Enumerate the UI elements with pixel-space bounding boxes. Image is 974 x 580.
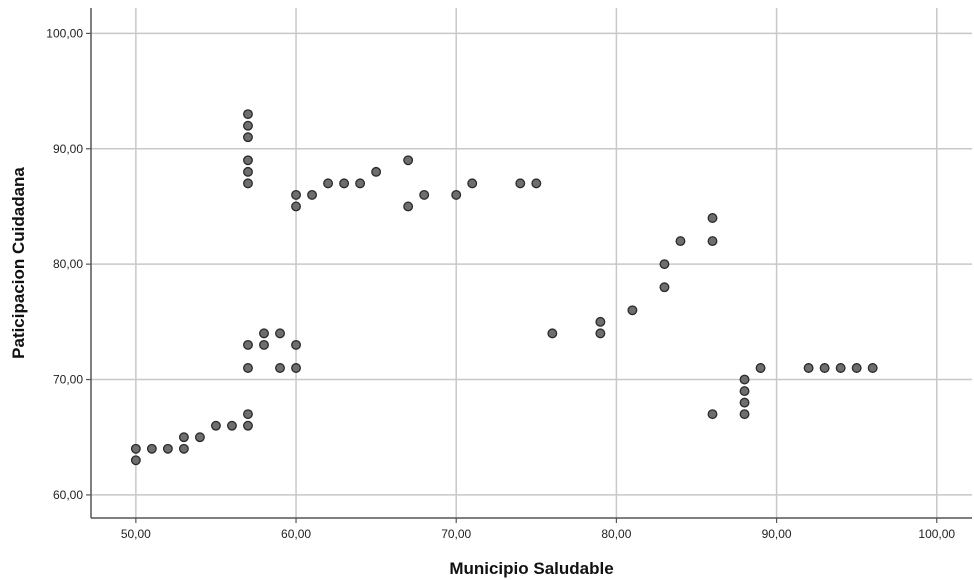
data-point	[275, 328, 285, 339]
x-axis-title: Municipio Saludable	[449, 559, 613, 578]
data-point	[227, 420, 237, 431]
data-point	[595, 316, 606, 327]
data-point	[291, 339, 301, 350]
data-point	[243, 120, 253, 131]
x-tick-label: 100,00	[918, 527, 955, 541]
x-tick-label: 50,00	[121, 527, 151, 541]
data-point	[243, 420, 253, 431]
data-point	[819, 363, 830, 373]
data-point	[178, 443, 189, 454]
data-point	[307, 189, 318, 200]
x-tick-label: 60,00	[281, 527, 311, 541]
y-tick-label: 100,00	[46, 26, 83, 40]
data-point	[130, 443, 141, 454]
data-point	[275, 363, 285, 373]
data-points	[130, 109, 878, 466]
data-point	[178, 432, 189, 443]
data-point	[659, 259, 670, 270]
data-point	[547, 328, 558, 339]
data-point	[707, 236, 718, 247]
data-point	[323, 178, 334, 189]
data-point	[162, 443, 173, 454]
data-point	[835, 363, 846, 373]
x-tick-label: 80,00	[601, 527, 631, 541]
data-point	[467, 178, 478, 189]
data-point	[259, 339, 269, 350]
data-point	[210, 420, 221, 431]
data-point	[403, 201, 414, 212]
data-point	[243, 178, 253, 189]
y-tick-label: 70,00	[53, 373, 83, 387]
data-point	[515, 178, 526, 189]
data-point	[146, 443, 157, 454]
data-point	[194, 432, 205, 443]
data-point	[130, 455, 141, 466]
data-point	[675, 236, 686, 247]
data-point	[339, 178, 350, 189]
ticks: 50,00 60,00 70,00 80,00 90,00 100,00 60,00 70,0…	[46, 26, 955, 541]
data-point	[243, 166, 253, 177]
data-point	[707, 409, 718, 420]
y-tick-label: 90,00	[53, 142, 83, 156]
x-tick-label: 90,00	[762, 527, 792, 541]
data-point	[291, 189, 301, 200]
data-point	[739, 409, 750, 420]
data-point	[595, 328, 606, 339]
data-point	[243, 132, 253, 143]
y-axis-title: Paticipacion Cuidadana	[9, 167, 28, 359]
data-point	[243, 409, 253, 420]
data-point	[243, 109, 253, 120]
data-point	[243, 363, 253, 373]
data-point	[291, 363, 301, 373]
data-point	[371, 166, 382, 177]
data-point	[851, 363, 862, 373]
data-point	[803, 363, 814, 373]
data-point	[659, 282, 670, 293]
axes	[90, 8, 972, 519]
data-point	[291, 201, 301, 212]
data-point	[243, 155, 253, 166]
data-point	[627, 305, 638, 316]
data-point	[451, 189, 462, 200]
data-point	[739, 397, 750, 408]
data-point	[739, 374, 750, 385]
data-point	[739, 386, 750, 397]
data-point	[243, 339, 253, 350]
data-point	[259, 328, 269, 339]
data-point	[531, 178, 542, 189]
data-point	[419, 189, 430, 200]
data-point	[707, 213, 718, 223]
data-point	[403, 155, 414, 166]
grid-lines	[91, 8, 972, 518]
y-tick-label: 80,00	[53, 257, 83, 271]
y-tick-label: 60,00	[53, 488, 83, 502]
x-tick-label: 70,00	[441, 527, 471, 541]
data-point	[355, 178, 366, 189]
data-point	[755, 363, 766, 373]
data-point	[867, 363, 878, 373]
